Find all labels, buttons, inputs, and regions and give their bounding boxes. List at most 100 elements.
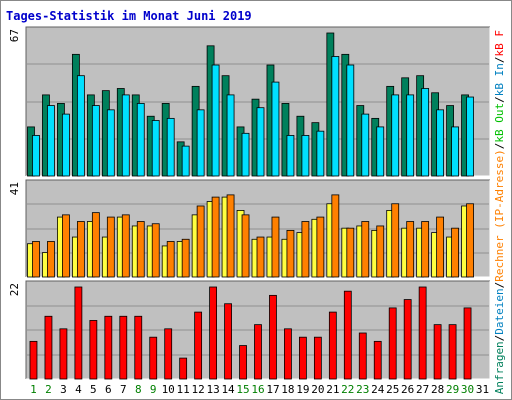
bar-sites-1-day-10 xyxy=(166,241,175,278)
bar-sites-1-day-3 xyxy=(62,214,70,278)
bar-sites-1-day-12 xyxy=(196,205,205,278)
panel-sites: 41 xyxy=(8,179,491,278)
bar-kbytes-0-day-15 xyxy=(239,345,247,380)
bar-kbytes-0-day-16 xyxy=(254,324,262,380)
x-tick-day-7: 7 xyxy=(120,383,127,396)
bar-requests-1-day-2 xyxy=(47,105,55,177)
bar-sites-1-day-13 xyxy=(211,196,220,278)
x-tick-day-15: 15 xyxy=(236,383,249,396)
bar-sites-1-day-18 xyxy=(286,229,295,278)
legend-item-10: kB F xyxy=(493,30,506,57)
x-tick-day-31: 31 xyxy=(476,383,489,396)
chart-title: Tages-Statistik im Monat Juni 2019 xyxy=(6,9,252,23)
legend-item-2: Dateien xyxy=(493,288,506,334)
bar-requests-1-day-19 xyxy=(301,135,310,177)
bar-kbytes-0-day-2 xyxy=(44,315,53,380)
bar-kbytes-0-day-1 xyxy=(29,340,38,380)
bar-kbytes-0-day-11 xyxy=(179,357,188,380)
bar-requests-1-day-1 xyxy=(32,135,40,177)
bar-sites-1-day-8 xyxy=(136,221,145,278)
bar-kbytes-0-day-7 xyxy=(119,315,128,380)
bar-sites-1-day-17 xyxy=(271,216,280,278)
bar-requests-1-day-28 xyxy=(436,109,445,177)
bar-sites-1-day-7 xyxy=(121,214,130,278)
panel-kbytes: 22 xyxy=(8,280,491,380)
bar-kbytes-0-day-25 xyxy=(388,307,397,380)
legend-item-9: / xyxy=(493,57,506,64)
bar-kbytes-0-day-13 xyxy=(209,286,217,380)
x-tick-day-20: 20 xyxy=(311,383,324,396)
bar-kbytes-0-day-6 xyxy=(104,315,113,380)
x-tick-day-10: 10 xyxy=(162,383,175,396)
bar-kbytes-0-day-23 xyxy=(358,332,367,380)
bar-requests-1-day-16 xyxy=(256,107,265,177)
x-tick-day-1: 1 xyxy=(30,383,37,396)
bar-kbytes-0-day-18 xyxy=(284,328,292,380)
x-tick-day-27: 27 xyxy=(416,383,429,396)
bar-kbytes-0-day-30 xyxy=(463,307,472,380)
x-tick-day-21: 21 xyxy=(326,383,339,396)
panel-bevel-dark xyxy=(25,26,490,176)
bar-requests-1-day-12 xyxy=(196,109,205,177)
bar-kbytes-0-day-17 xyxy=(269,294,277,380)
legend-item-5: / xyxy=(493,143,506,150)
bar-sites-1-day-1 xyxy=(32,241,40,278)
right-legend: Anfragen/Dateien/Rechner (IP-Adresse)/kB… xyxy=(493,30,506,394)
x-tick-day-26: 26 xyxy=(401,383,414,396)
bar-requests-1-day-22 xyxy=(346,64,355,177)
legend-item-7: / xyxy=(493,96,506,103)
bar-sites-1-day-30 xyxy=(466,203,474,278)
bar-sites-1-day-29 xyxy=(451,227,459,278)
bar-requests-1-day-13 xyxy=(211,64,220,177)
bar-kbytes-0-day-8 xyxy=(134,315,143,380)
bar-requests-1-day-18 xyxy=(286,135,295,177)
legend-text: Anfragen/Dateien/Rechner (IP-Adresse)/kB… xyxy=(493,30,506,394)
bar-requests-1-day-6 xyxy=(106,109,115,177)
bar-sites-1-day-25 xyxy=(391,203,400,278)
bar-requests-1-day-7 xyxy=(121,94,130,177)
legend-item-6: kB Out xyxy=(493,103,506,143)
y-max-label: 22 xyxy=(8,283,21,296)
bar-requests-1-day-27 xyxy=(421,88,430,177)
bar-kbytes-0-day-10 xyxy=(164,328,173,380)
bar-sites-1-day-4 xyxy=(76,221,85,278)
bar-requests-1-day-14 xyxy=(226,94,235,177)
bar-sites-1-day-14 xyxy=(226,194,235,278)
legend-item-1: / xyxy=(493,335,506,342)
x-tick-day-29: 29 xyxy=(446,383,459,396)
bar-requests-1-day-10 xyxy=(166,117,175,177)
x-tick-day-5: 5 xyxy=(90,383,97,396)
x-tick-day-3: 3 xyxy=(60,383,67,396)
chart-panels: 67 41 22 xyxy=(8,26,491,380)
bar-sites-1-day-5 xyxy=(91,212,100,278)
x-tick-day-25: 25 xyxy=(386,383,399,396)
bar-sites-1-day-24 xyxy=(376,225,385,278)
x-tick-day-2: 2 xyxy=(45,383,52,396)
bar-sites-1-day-26 xyxy=(406,221,415,278)
x-tick-day-4: 4 xyxy=(75,383,82,396)
x-tick-day-22: 22 xyxy=(341,383,354,396)
bar-kbytes-0-day-24 xyxy=(373,340,382,380)
x-tick-day-17: 17 xyxy=(266,383,279,396)
x-tick-day-30: 30 xyxy=(461,383,474,396)
y-max-label: 41 xyxy=(8,182,21,195)
x-tick-day-23: 23 xyxy=(356,383,369,396)
bar-requests-1-day-8 xyxy=(136,103,145,177)
x-tick-day-11: 11 xyxy=(177,383,190,396)
bar-kbytes-0-day-29 xyxy=(448,324,457,380)
bar-sites-1-day-22 xyxy=(346,227,355,278)
x-tick-day-18: 18 xyxy=(281,383,294,396)
x-tick-day-24: 24 xyxy=(371,383,385,396)
bar-requests-1-day-26 xyxy=(406,94,415,177)
x-tick-day-14: 14 xyxy=(221,383,235,396)
y-max-label: 67 xyxy=(8,29,21,42)
bar-sites-1-day-16 xyxy=(256,236,265,278)
bar-sites-1-day-23 xyxy=(361,221,370,278)
bar-kbytes-0-day-4 xyxy=(74,286,83,380)
x-tick-day-19: 19 xyxy=(296,383,309,396)
x-tick-day-28: 28 xyxy=(431,383,444,396)
bar-requests-1-day-25 xyxy=(391,94,400,177)
x-tick-day-6: 6 xyxy=(105,383,112,396)
bar-requests-1-day-17 xyxy=(271,81,280,177)
